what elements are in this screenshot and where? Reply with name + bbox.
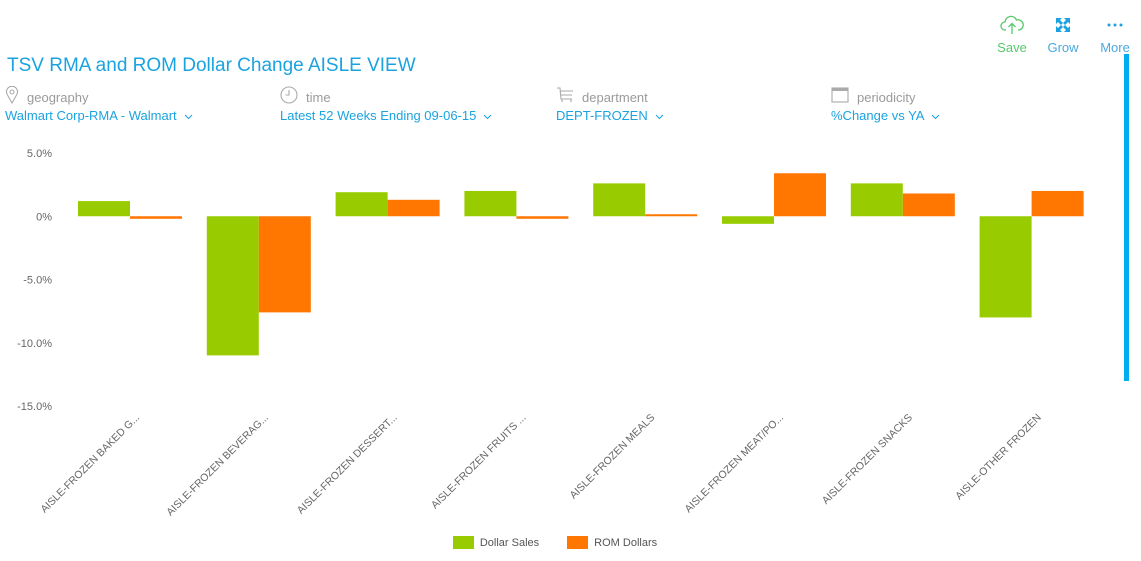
bar-rom-dollars[interactable] (1031, 190, 1084, 217)
filter-label: geography (27, 89, 89, 105)
more-button[interactable]: More (1090, 14, 1140, 55)
bar-rom-dollars[interactable] (387, 199, 440, 217)
bar-rom-dollars[interactable] (130, 216, 182, 219)
x-tick-label: AISLE-FROZEN BAKED G... (38, 412, 142, 516)
chart-legend: Dollar Sales ROM Dollars (0, 536, 1110, 549)
scrollbar[interactable] (1124, 54, 1129, 381)
y-tick-label: -5.0% (23, 275, 52, 287)
legend-label: Dollar Sales (479, 536, 540, 549)
bar-dollar-sales[interactable] (979, 216, 1032, 318)
bar-dollar-sales[interactable] (335, 192, 388, 217)
filter-label: department (582, 89, 648, 105)
legend-swatch (452, 536, 474, 549)
filter-department: department DEPT-FROZEN (556, 86, 664, 123)
filter-value: Latest 52 Weeks Ending 09-06-15 (280, 108, 477, 123)
bar-dollar-sales[interactable] (722, 216, 774, 224)
department-dropdown[interactable]: DEPT-FROZEN (556, 108, 664, 123)
bar-dollar-sales[interactable] (78, 201, 130, 217)
chevron-down-icon (483, 108, 492, 123)
filter-value: %Change vs YA (831, 108, 925, 123)
x-tick-label: AISLE-FROZEN MEAT/PO... (682, 412, 786, 516)
filter-periodicity: periodicity %Change vs YA (831, 86, 940, 123)
cart-icon (556, 86, 582, 109)
filter-geography: geography Walmart Corp-RMA - Walmart (5, 85, 193, 123)
time-dropdown[interactable]: Latest 52 Weeks Ending 09-06-15 (280, 108, 492, 123)
x-tick-label: AISLE-FROZEN FRUITS ... (429, 412, 529, 512)
page-title: TSV RMA and ROM Dollar Change AISLE VIEW (7, 55, 416, 76)
x-tick-label: AISLE-FROZEN DESSERT... (295, 412, 400, 517)
legend-label: ROM Dollars (594, 536, 658, 549)
bar-dollar-sales[interactable] (593, 183, 646, 217)
save-button[interactable]: Save (987, 14, 1037, 55)
y-tick-label: 5.0% (27, 148, 52, 160)
periodicity-dropdown[interactable]: %Change vs YA (831, 108, 940, 123)
bar-chart: 5.0% 0% -5.0% -10.0% -15.0%AISLE-FROZEN BAKE… (17, 148, 1084, 519)
filter-label: time (306, 89, 331, 105)
legend-swatch (567, 536, 589, 549)
filter-label: periodicity (857, 89, 916, 105)
expand-icon (1038, 14, 1088, 36)
x-tick-label: AISLE-FROZEN MEALS (568, 412, 658, 502)
x-tick-label: AISLE-FROZEN SNACKS (820, 412, 915, 507)
filter-value: Walmart Corp-RMA - Walmart (5, 108, 177, 123)
chevron-down-icon (931, 108, 940, 123)
bar-rom-dollars[interactable] (902, 193, 955, 217)
grow-button[interactable]: Grow (1038, 14, 1088, 55)
map-pin-icon (5, 85, 27, 109)
legend-item-dollar-sales[interactable]: Dollar Sales (452, 536, 540, 549)
bar-dollar-sales[interactable] (206, 216, 259, 356)
bar-rom-dollars[interactable] (774, 173, 826, 217)
y-tick-label: -15.0% (17, 401, 52, 413)
filter-value: DEPT-FROZEN (556, 108, 648, 123)
bar-rom-dollars[interactable] (516, 216, 569, 219)
clock-icon (280, 85, 306, 109)
more-dots-icon (1090, 14, 1140, 36)
chevron-down-icon (655, 108, 664, 123)
filter-time: time Latest 52 Weeks Ending 09-06-15 (280, 85, 492, 123)
bar-dollar-sales[interactable] (464, 190, 517, 217)
bar-dollar-sales[interactable] (850, 183, 903, 217)
x-tick-label: AISLE-OTHER FROZEN (953, 412, 1044, 503)
legend-item-rom-dollars[interactable]: ROM Dollars (567, 536, 657, 549)
cloud-upload-icon (987, 14, 1037, 36)
y-tick-label: -10.0% (17, 338, 52, 350)
bar-rom-dollars[interactable] (645, 214, 698, 217)
x-tick-label: AISLE-FROZEN BEVERAG... (164, 412, 271, 519)
geography-dropdown[interactable]: Walmart Corp-RMA - Walmart (5, 108, 193, 123)
bar-rom-dollars[interactable] (258, 216, 311, 313)
calendar-icon (831, 86, 857, 109)
y-tick-label: 0% (36, 211, 52, 223)
chevron-down-icon (184, 108, 193, 123)
